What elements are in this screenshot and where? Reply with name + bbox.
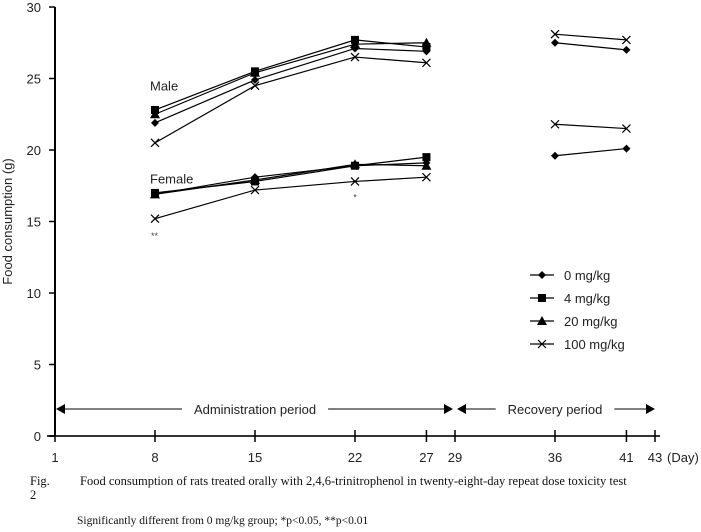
series-line-female-0-mg-kg — [154, 162, 427, 195]
triangle-marker — [150, 189, 160, 199]
series-line-male-0-mg-kg — [154, 47, 427, 124]
legend-label: 20 mg/kg — [564, 314, 617, 329]
series-line-male-0-mg-kg — [554, 42, 627, 51]
x-tick-label: 27 — [419, 450, 433, 465]
period-arrow-left — [457, 404, 466, 414]
triangle-marker — [250, 67, 260, 77]
diamond-marker — [622, 144, 631, 153]
x-marker — [422, 172, 431, 182]
legend-label: 4 mg/kg — [564, 291, 610, 306]
x-tick-label: 22 — [348, 450, 362, 465]
x-marker — [350, 52, 360, 62]
period-annotations: Administration period Recovery period — [56, 402, 655, 417]
significance-mark: * — [353, 192, 357, 202]
legend-label: 100 mg/kg — [564, 337, 625, 352]
period-arrow-right — [444, 404, 453, 414]
series-line-male-100-mg-kg — [154, 56, 427, 144]
y-tick-label: 5 — [34, 358, 41, 373]
legend-item: 20 mg/kg — [530, 314, 617, 329]
food-consumption-chart: 0 5 10 15 20 25 30 1 8 15 22 27 29 36 41 43 (Day) Food co… — [0, 0, 699, 465]
legend-item: 0 mg/kg — [530, 268, 610, 283]
diamond-marker — [551, 151, 559, 160]
x-axis-title: (Day) — [667, 450, 699, 465]
series-line-female-100-mg-kg — [154, 176, 427, 220]
x-tick-label: 36 — [548, 450, 562, 465]
x-tick-label: 41 — [619, 450, 633, 465]
axes: 0 5 10 15 20 25 30 1 8 15 22 27 29 36 41 43 (Day) Food co… — [0, 0, 699, 465]
series-line-female-20-mg-kg — [154, 163, 427, 195]
x-marker — [622, 35, 631, 45]
diamond-marker — [551, 38, 559, 47]
x-tick-label: 43 — [648, 450, 662, 465]
square-marker — [538, 294, 546, 302]
series-line-female-100-mg-kg — [554, 123, 627, 130]
x-tick-label: 8 — [151, 450, 158, 465]
legend: 0 mg/kg 4 mg/kg 20 mg/kg 100 mg/kg — [530, 268, 625, 352]
triangle-marker — [150, 109, 160, 119]
y-tick-label: 10 — [27, 286, 41, 301]
square-marker — [422, 153, 431, 162]
x-marker — [350, 177, 360, 186]
x-marker — [150, 138, 160, 148]
legend-item: 100 mg/kg — [530, 337, 625, 352]
period-arrow-left — [56, 404, 65, 414]
data-markers — [150, 29, 631, 224]
period-label: Recovery period — [508, 402, 603, 417]
triangle-marker — [350, 159, 360, 169]
series-line-male-20-mg-kg — [154, 42, 427, 115]
triangle-marker — [350, 39, 360, 49]
x-marker — [250, 185, 260, 195]
x-marker — [550, 119, 560, 129]
y-tick-label: 20 — [27, 143, 41, 158]
diamond-marker — [622, 45, 631, 54]
x-marker — [622, 124, 631, 133]
period-label: Administration period — [194, 402, 316, 417]
triangle-marker — [250, 175, 260, 185]
x-marker — [422, 58, 431, 68]
x-marker — [550, 29, 560, 39]
significance-mark: ** — [151, 231, 159, 241]
y-tick-label: 0 — [34, 429, 41, 444]
significance-note: Significantly different from 0 mg/kg gro… — [77, 515, 369, 527]
y-tick-label: 15 — [27, 215, 41, 230]
x-marker — [250, 81, 260, 91]
triangle-marker — [421, 160, 432, 170]
diamond-marker — [251, 75, 259, 84]
x-tick-label: 29 — [448, 450, 462, 465]
x-tick-label: 1 — [51, 450, 58, 465]
group-label-female: Female — [150, 172, 193, 187]
legend-label: 0 mg/kg — [564, 268, 610, 283]
series-line-female-0-mg-kg — [554, 147, 627, 157]
y-tick-label: 30 — [27, 0, 41, 15]
group-label-male: Male — [150, 79, 178, 94]
diamond-marker — [151, 118, 159, 127]
triangle-marker — [421, 37, 432, 47]
period-arrow-right — [646, 404, 655, 414]
y-axis-title: Food consumption (g) — [0, 158, 15, 284]
data-lines — [154, 33, 627, 220]
diamond-marker — [538, 271, 546, 279]
legend-item: 4 mg/kg — [530, 291, 610, 306]
x-tick-label: 15 — [248, 450, 262, 465]
y-tick-label: 25 — [27, 72, 41, 87]
figure-caption-text: Food consumption of rats treated orally … — [80, 474, 627, 488]
figure-number: Fig. 2 — [30, 474, 50, 502]
square-marker — [422, 43, 431, 52]
x-marker — [150, 214, 160, 224]
triangle-marker — [537, 316, 547, 325]
x-marker — [537, 339, 547, 349]
series-line-male-100-mg-kg — [554, 33, 627, 41]
